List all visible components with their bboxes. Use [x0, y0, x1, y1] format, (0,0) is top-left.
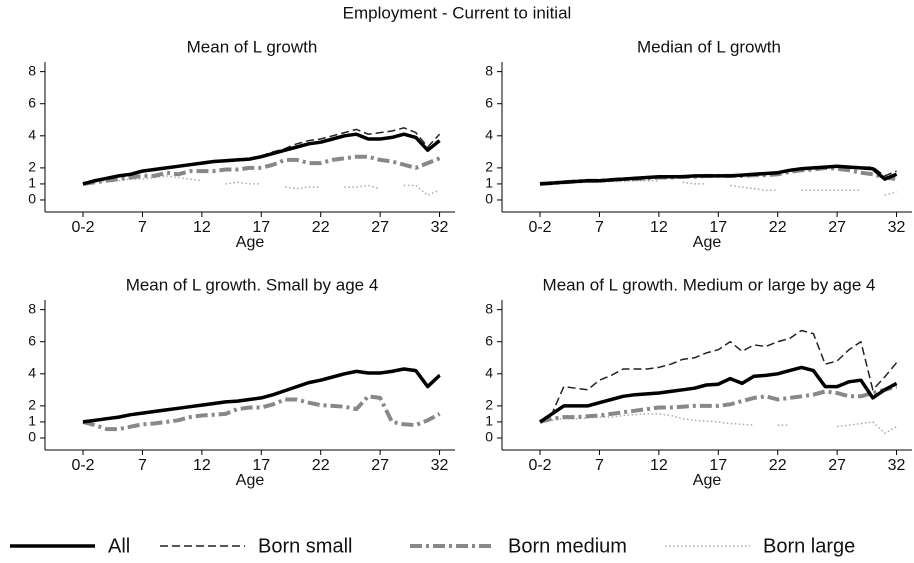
- y-tick-label: 4: [28, 126, 36, 142]
- x-tick-label: 7: [595, 457, 604, 474]
- legend-label: All: [108, 535, 130, 557]
- x-tick-label: 17: [252, 457, 270, 474]
- x-tick-label: 17: [252, 219, 270, 236]
- x-tick-label: 32: [888, 457, 906, 474]
- y-tick-label: 0: [28, 191, 36, 207]
- series-line: [539, 164, 898, 186]
- x-tick-label: 27: [828, 457, 846, 474]
- x-tick-label: 22: [312, 457, 330, 474]
- series-line: [682, 181, 707, 185]
- series-line: [539, 365, 898, 424]
- x-tick-label: 12: [650, 219, 668, 236]
- series-line: [344, 184, 381, 190]
- x-tick-label: 12: [193, 219, 211, 236]
- x-tick-label: 27: [828, 219, 846, 236]
- x-tick-label: 32: [888, 219, 906, 236]
- y-tick-label: 6: [28, 332, 36, 348]
- y-tick-label: 2: [28, 159, 36, 175]
- x-axis-label: Age: [236, 234, 265, 251]
- y-tick-label: 8: [28, 62, 36, 78]
- series-line: [539, 329, 898, 423]
- y-tick-label: 1: [485, 413, 493, 429]
- legend-label: Born medium: [508, 535, 627, 557]
- x-tick-label: 22: [769, 457, 787, 474]
- x-tick-label: 0-2: [528, 219, 551, 236]
- y-tick-label: 0: [485, 429, 493, 445]
- y-tick-label: 6: [485, 94, 493, 110]
- series-line: [82, 154, 441, 186]
- y-tick-label: 8: [485, 300, 493, 316]
- panel-title: Median of L growth: [637, 37, 781, 56]
- y-tick-label: 1: [28, 175, 36, 191]
- y-tick-label: 4: [485, 126, 493, 142]
- y-tick-label: 6: [485, 332, 493, 348]
- series-line: [82, 175, 202, 185]
- x-tick-label: 32: [431, 457, 449, 474]
- x-tick-label: 7: [138, 457, 147, 474]
- series-line: [837, 421, 897, 434]
- x-tick-label: 0-2: [71, 457, 94, 474]
- x-tick-label: 17: [709, 457, 727, 474]
- y-tick-label: 1: [28, 413, 36, 429]
- legend-label: Born small: [258, 535, 352, 557]
- y-tick-label: 0: [485, 191, 493, 207]
- x-tick-label: 32: [431, 219, 449, 236]
- series-line: [730, 184, 778, 192]
- y-tick-label: 2: [485, 397, 493, 413]
- y-tick-label: 2: [485, 159, 493, 175]
- y-tick-label: 2: [28, 397, 36, 413]
- series-line: [82, 132, 441, 186]
- panel-title: Mean of L growth. Small by age 4: [126, 275, 379, 294]
- x-axis-label: Age: [693, 234, 722, 251]
- y-tick-label: 4: [485, 364, 493, 380]
- main-title: Employment - Current to initial: [343, 3, 572, 22]
- x-tick-label: 17: [709, 219, 727, 236]
- x-tick-label: 22: [312, 219, 330, 236]
- x-tick-label: 0-2: [71, 219, 94, 236]
- x-tick-label: 7: [595, 219, 604, 236]
- x-tick-label: 12: [650, 457, 668, 474]
- x-tick-label: 0-2: [528, 457, 551, 474]
- series-line: [82, 394, 441, 432]
- y-tick-label: 8: [28, 300, 36, 316]
- y-tick-label: 4: [28, 364, 36, 380]
- legend-label: Born large: [763, 535, 855, 557]
- series-line: [884, 191, 897, 196]
- series-line: [539, 384, 898, 424]
- x-tick-label: 27: [371, 219, 389, 236]
- panel-title: Mean of L growth. Medium or large by age…: [543, 275, 876, 294]
- x-axis-label: Age: [236, 472, 265, 489]
- x-tick-label: 22: [769, 219, 787, 236]
- x-axis-label: Age: [693, 472, 722, 489]
- y-tick-label: 6: [28, 94, 36, 110]
- x-tick-label: 27: [371, 457, 389, 474]
- x-tick-label: 7: [138, 219, 147, 236]
- series-line: [403, 184, 440, 196]
- series-line: [225, 181, 262, 185]
- x-tick-label: 12: [193, 457, 211, 474]
- y-tick-label: 0: [28, 429, 36, 445]
- series-line: [82, 367, 441, 424]
- series-line: [284, 186, 321, 190]
- panel-title: Mean of L growth: [187, 37, 318, 56]
- y-tick-label: 8: [485, 62, 493, 78]
- y-tick-label: 1: [485, 175, 493, 191]
